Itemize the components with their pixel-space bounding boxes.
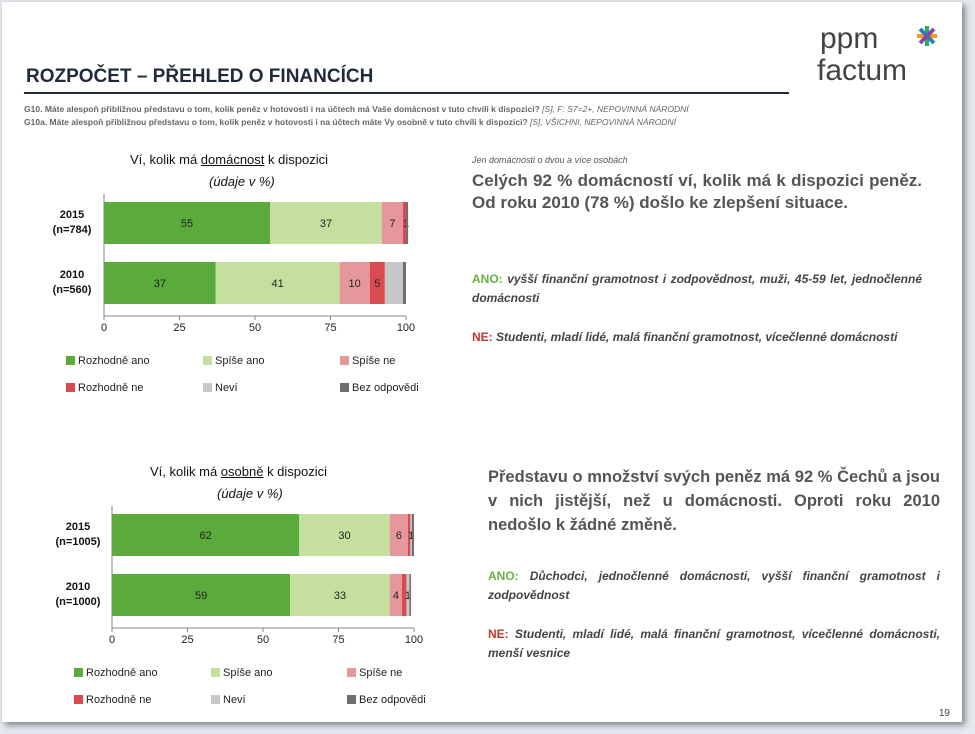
- chart2-legend-nevi: Neví: [211, 694, 246, 706]
- bar-segment-2015-1: [299, 514, 390, 556]
- chart2-legend-bez-odpovedi: Bez odpovědi: [347, 694, 426, 706]
- bar-segment-2010-0: [112, 574, 291, 616]
- x-tick-label: 0: [109, 634, 115, 646]
- bar-segment-2015-5: [406, 202, 409, 244]
- x-tick-label: 25: [181, 634, 193, 646]
- chart2-legend-spise-ano: Spíše ano: [211, 667, 273, 679]
- bar-segment-2010-4: [384, 262, 403, 304]
- bar-segment-2015-2: [389, 514, 408, 556]
- data-label: 1: [405, 590, 411, 602]
- x-tick-label: 25: [173, 322, 185, 334]
- slide: ppm factum ROZPOČET – PŘEHLED O FINANCÍC…: [2, 2, 962, 722]
- chart1-legend-bez-odpovedi: Bez odpovědi: [340, 382, 419, 394]
- logo-text-factum: factum: [817, 54, 907, 86]
- ppm-factum-logo: ppm factum: [812, 16, 952, 87]
- page-number: 19: [938, 708, 950, 719]
- chart2-subtitle: (údaje v %): [217, 486, 283, 501]
- bar-segment-2015-2: [381, 202, 403, 244]
- logo-text-ppm: ppm: [820, 22, 878, 55]
- data-label: 55: [181, 218, 193, 230]
- bar-segment-2010-0: [104, 262, 216, 304]
- bar-segment-2015-1: [270, 202, 382, 244]
- chart1-title: Ví, kolik má domácnost k dispozici: [130, 152, 328, 167]
- bar-segment-2010-3: [369, 262, 385, 304]
- chart1-plot: 02550751005537713741105: [101, 194, 415, 334]
- chart1-legend-spise-ne: Spíše ne: [340, 355, 395, 367]
- chart1-legend-spise-ano: Spíše ano: [203, 355, 265, 367]
- bar-segment-2015-4: [410, 514, 412, 556]
- chart1-legend-rozhodne-ano: Rozhodně ano: [66, 355, 150, 367]
- x-tick-label: 50: [249, 322, 261, 334]
- bar-segment-2015-0: [104, 202, 271, 244]
- chart2-legend-spise-ne: Spíše ne: [347, 667, 402, 679]
- data-label: 37: [320, 218, 332, 230]
- data-label: 62: [199, 530, 211, 542]
- data-label: 30: [338, 530, 350, 542]
- chart1-legend-rozhodne-ne: Rozhodně ne: [66, 382, 143, 394]
- bar-segment-2010-5: [409, 574, 411, 616]
- data-label: 41: [272, 278, 284, 290]
- bar-segment-2015-5: [411, 514, 414, 556]
- data-label: 5: [374, 278, 380, 290]
- data-label: 37: [154, 278, 166, 290]
- panel1-headline: Celých 92 % domácností ví, kolik má k di…: [472, 171, 922, 212]
- bar-segment-2010-3: [401, 574, 407, 616]
- panel1-ano: ANO: vyšší finanční gramotnost i zodpově…: [472, 272, 922, 305]
- x-tick-label: 0: [101, 322, 107, 334]
- data-label: 7: [389, 218, 395, 230]
- chart1-legend-nevi: Neví: [203, 382, 238, 394]
- data-label: 1: [408, 530, 414, 542]
- chart2-category-2015: 2015 (n=1005): [55, 521, 101, 548]
- chart1-category-2015: 2015 (n=784): [52, 209, 92, 236]
- bar-segment-2010-2: [389, 574, 402, 616]
- bar-segment-2010-1: [215, 262, 340, 304]
- question-g10: G10. Máte alespoň přibližnou představu o…: [24, 104, 689, 114]
- chart2-category-2010: 2010 (n=1000): [55, 581, 101, 608]
- bar-segment-2010-1: [290, 574, 390, 616]
- panel2-ano: ANO: Důchodci, jednočlenné domácnosti, v…: [488, 569, 940, 602]
- data-label: 6: [396, 530, 402, 542]
- chart2-legend-rozhodne-ne: Rozhodně ne: [74, 694, 151, 706]
- bar-segment-2015-3: [402, 202, 406, 244]
- panel2-ne: NE: Studenti, mladí lidé, malá finanční …: [488, 627, 940, 660]
- panel2-headline: Představu o množství svých peněz má 92 %…: [488, 468, 940, 534]
- bar-segment-2015-3: [407, 514, 411, 556]
- bar-segment-2010-2: [339, 262, 370, 304]
- title-underline: [24, 92, 789, 94]
- data-label: 10: [349, 278, 361, 290]
- logo-star-icon: [917, 26, 937, 46]
- panel1-ne: NE: Studenti, mladí lidé, malá finanční …: [472, 330, 898, 344]
- chart1-subtitle: (údaje v %): [209, 174, 275, 189]
- x-tick-label: 50: [257, 634, 269, 646]
- question-g10a: G10a. Máte alespoň přibližnou představu …: [24, 117, 676, 127]
- x-tick-label: 100: [405, 634, 423, 646]
- panel1-note: Jen domácnosti o dvou a více osobách: [472, 155, 628, 165]
- chart2-title: Ví, kolik má osobně k dispozici: [150, 464, 328, 479]
- bar-segment-2015-0: [112, 514, 300, 556]
- x-tick-label: 100: [397, 322, 415, 334]
- page-title: ROZPOČET – PŘEHLED O FINANCÍCH: [26, 66, 374, 87]
- chart1-category-2010: 2010 (n=560): [52, 269, 92, 296]
- bar-segment-2010-4: [406, 574, 410, 616]
- bar-segment-2010-5: [402, 262, 406, 304]
- x-tick-label: 75: [324, 322, 336, 334]
- data-label: 4: [393, 590, 399, 602]
- chart2-legend-rozhodne-ano: Rozhodně ano: [74, 667, 158, 679]
- data-label: 33: [334, 590, 346, 602]
- data-label: 59: [195, 590, 207, 602]
- x-tick-label: 75: [332, 634, 344, 646]
